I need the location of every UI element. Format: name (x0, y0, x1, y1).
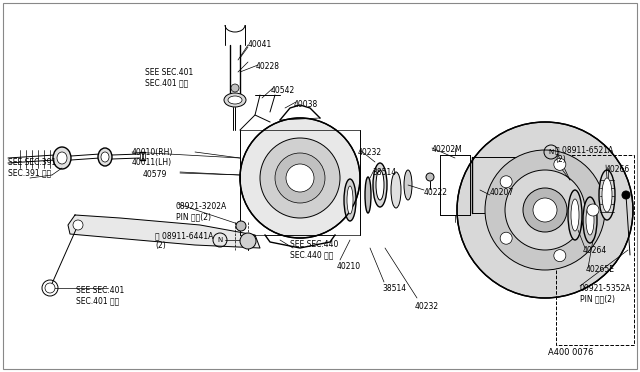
Text: 40232: 40232 (415, 302, 439, 311)
Circle shape (426, 173, 434, 181)
Text: 38514: 38514 (372, 168, 396, 177)
Ellipse shape (376, 170, 384, 200)
Text: 40222: 40222 (424, 188, 448, 197)
Ellipse shape (571, 199, 579, 231)
Circle shape (485, 150, 605, 270)
Circle shape (587, 204, 599, 216)
Circle shape (240, 118, 360, 238)
Circle shape (500, 176, 512, 188)
Ellipse shape (228, 96, 242, 104)
Ellipse shape (583, 197, 597, 243)
Ellipse shape (404, 170, 412, 200)
Text: A400 0076: A400 0076 (548, 348, 593, 357)
Circle shape (286, 164, 314, 192)
Ellipse shape (344, 179, 356, 221)
Text: N: N (218, 237, 223, 243)
Text: 40202M: 40202M (432, 145, 463, 154)
Circle shape (500, 232, 512, 244)
Circle shape (554, 250, 566, 262)
Circle shape (275, 153, 325, 203)
Text: SEE SEC.401
SEC.401 参照: SEE SEC.401 SEC.401 参照 (145, 68, 193, 87)
Polygon shape (68, 215, 260, 248)
Circle shape (533, 198, 557, 222)
Text: SEE SEC.440
SEC.440 参照: SEE SEC.440 SEC.440 参照 (290, 240, 339, 259)
Ellipse shape (568, 190, 582, 240)
Text: 00921-5352A
PIN ピン(2): 00921-5352A PIN ピン(2) (580, 284, 632, 304)
Ellipse shape (599, 170, 615, 220)
Text: 40038: 40038 (294, 100, 318, 109)
Circle shape (240, 233, 256, 249)
Text: N: N (548, 149, 554, 155)
Text: 40228: 40228 (256, 62, 280, 71)
Ellipse shape (602, 178, 612, 212)
Text: ⓝ 08911-6521A
(2): ⓝ 08911-6521A (2) (555, 145, 613, 164)
Text: 40579: 40579 (143, 170, 168, 179)
Text: 40265E: 40265E (586, 265, 615, 274)
Ellipse shape (231, 84, 239, 92)
Circle shape (73, 220, 83, 230)
Ellipse shape (365, 177, 371, 213)
Ellipse shape (391, 172, 401, 208)
Circle shape (622, 191, 630, 199)
Circle shape (457, 122, 633, 298)
Circle shape (554, 158, 566, 170)
Circle shape (45, 283, 55, 293)
Text: 40041: 40041 (248, 40, 272, 49)
Ellipse shape (586, 205, 594, 235)
Text: SEE SEC.391
SEC.391 参照: SEE SEC.391 SEC.391 参照 (8, 158, 56, 177)
Circle shape (505, 170, 585, 250)
Text: 40542: 40542 (271, 86, 295, 95)
Circle shape (523, 188, 567, 232)
Text: 40210: 40210 (337, 262, 361, 271)
Ellipse shape (373, 163, 387, 207)
Text: 40232: 40232 (358, 148, 382, 157)
Text: 08921-3202A
PIN ピン(2): 08921-3202A PIN ピン(2) (176, 202, 227, 221)
Ellipse shape (57, 152, 67, 164)
Ellipse shape (224, 93, 246, 107)
Text: SEE SEC.401
SEC.401 参照: SEE SEC.401 SEC.401 参照 (76, 286, 124, 305)
Text: ⓝ 08911-6441A
(2): ⓝ 08911-6441A (2) (155, 231, 213, 250)
Text: 40010(RH)
40011(LH): 40010(RH) 40011(LH) (132, 148, 173, 167)
Ellipse shape (98, 148, 112, 166)
Text: 38514: 38514 (382, 284, 406, 293)
Text: 40207: 40207 (490, 188, 515, 197)
Ellipse shape (53, 147, 71, 169)
Text: 40264: 40264 (583, 246, 607, 255)
Text: 40266: 40266 (606, 165, 630, 174)
Circle shape (236, 221, 246, 231)
Ellipse shape (347, 186, 353, 214)
Circle shape (260, 138, 340, 218)
Ellipse shape (101, 152, 109, 162)
